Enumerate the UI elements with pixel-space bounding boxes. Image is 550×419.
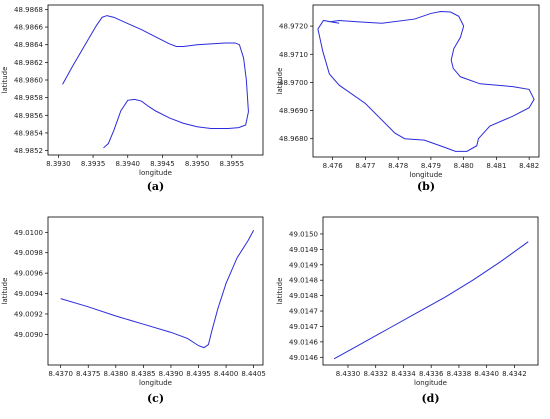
plot-frame-c: [47, 216, 264, 366]
x-tick-label-a-5: 8.3955: [220, 160, 245, 168]
y-tick-label-a-4: 48.9860: [14, 77, 43, 85]
x-tick-label-d-0: 8.4330: [336, 370, 361, 378]
x-tick-label-d-4: 8.4338: [447, 370, 472, 378]
y-tick-label-a-6: 48.9864: [14, 41, 43, 49]
x-tick-label-c-4: 8.4390: [159, 370, 184, 378]
y-tick-label-c-1: 49.0092: [14, 310, 43, 318]
y-tick-label-b-3: 48.9710: [279, 51, 308, 59]
y-tick-label-b-4: 48.9720: [279, 23, 308, 31]
y-tick-label-d-1: 49.0146: [289, 338, 318, 346]
trace-line-b: [317, 10, 535, 152]
x-axis-title-c: longitude: [139, 379, 172, 387]
plot-frame-a: [47, 4, 264, 156]
caption-d: (d): [421, 392, 439, 405]
x-tick-label-b-2: 8.478: [388, 162, 408, 170]
y-tick-label-d-5: 49.0148: [289, 277, 318, 285]
x-tick-label-c-0: 8.4370: [48, 370, 73, 378]
y-axis-title-d: latitude: [276, 278, 284, 305]
y-tick-label-b-1: 48.9690: [279, 107, 308, 115]
y-tick-label-a-8: 48.9868: [14, 6, 43, 14]
plot-frame-b: [312, 4, 540, 158]
x-tick-label-d-1: 8.4332: [363, 370, 388, 378]
chart-b: 8.476 8.477 8.478 8.479 8.480 8.481 8.482 48.96…: [276, 4, 540, 193]
y-tick-label-a-0: 48.9852: [14, 147, 43, 155]
y-tick-label-b-0: 48.9680: [279, 135, 308, 143]
x-tick-label-c-3: 8.4385: [131, 370, 156, 378]
caption-b: (b): [417, 180, 435, 193]
x-tick-label-d-2: 8.4334: [391, 370, 416, 378]
x-tick-label-d-6: 8.4342: [502, 370, 526, 378]
y-tick-label-d-2: 49.0147: [289, 323, 318, 331]
chart-c: 8.4370 8.4375 8.4380 8.4385 8.4390 8.4395 8.44…: [1, 216, 266, 405]
x-axis-title-a: longitude: [139, 169, 172, 177]
y-tick-label-a-2: 48.9856: [14, 112, 43, 120]
y-axis-title-a: latitude: [1, 67, 9, 94]
caption-a: (a): [147, 180, 165, 193]
y-tick-label-c-0: 49.0090: [14, 331, 43, 339]
y-tick-label-c-4: 49.0098: [14, 249, 43, 257]
y-tick-label-d-4: 49.0148: [289, 292, 318, 300]
x-tick-label-a-2: 8.3940: [116, 160, 141, 168]
y-tick-label-d-6: 49.0149: [289, 261, 318, 269]
x-tick-label-b-0: 8.476: [323, 162, 344, 170]
x-tick-label-b-1: 8.477: [355, 162, 375, 170]
panel-c: 8.4370 8.4375 8.4380 8.4385 8.4390 8.4395 8.44…: [0, 208, 275, 419]
x-tick-label-b-6: 8.482: [519, 162, 539, 170]
x-tick-label-d-5: 8.4340: [474, 370, 499, 378]
y-tick-label-a-3: 48.9858: [14, 94, 43, 102]
y-tick-label-a-1: 48.9854: [14, 129, 43, 137]
x-axis-title-d: longitude: [414, 379, 447, 387]
x-tick-label-d-3: 8.4336: [419, 370, 444, 378]
trace-line-c: [60, 230, 255, 349]
y-tick-label-b-2: 48.9700: [279, 79, 308, 87]
trace-line-a: [62, 15, 249, 149]
x-tick-label-a-0: 8.3930: [46, 160, 71, 168]
y-tick-label-d-0: 49.0146: [289, 354, 318, 362]
y-tick-label-d-7: 49.0149: [289, 246, 318, 254]
panel-d: 8.4330 8.4332 8.4334 8.4336 8.4338 8.4340 8.43…: [275, 208, 550, 419]
y-tick-label-c-5: 49.0100: [14, 229, 43, 237]
x-tick-label-a-1: 8.3935: [81, 160, 106, 168]
y-axis-title-c: latitude: [1, 278, 9, 305]
x-tick-label-b-3: 8.479: [421, 162, 441, 170]
panel-b: 8.476 8.477 8.478 8.479 8.480 8.481 8.482 48.96…: [275, 0, 550, 212]
x-tick-label-a-3: 8.3945: [150, 160, 175, 168]
trace-line-d: [333, 241, 529, 360]
x-tick-label-b-5: 8.481: [486, 162, 506, 170]
x-tick-label-c-6: 8.4400: [214, 370, 239, 378]
x-tick-label-a-4: 8.3950: [185, 160, 210, 168]
x-tick-label-c-7: 8.4405: [241, 370, 266, 378]
x-axis-title-b: longitude: [410, 171, 443, 179]
y-tick-label-a-7: 48.9866: [14, 24, 43, 32]
chart-d: 8.4330 8.4332 8.4334 8.4336 8.4338 8.4340 8.43…: [276, 216, 539, 405]
y-tick-label-d-3: 49.0147: [289, 308, 318, 316]
y-tick-label-c-3: 49.0096: [14, 270, 43, 278]
x-tick-label-c-2: 8.4380: [104, 370, 129, 378]
y-tick-label-a-5: 48.9862: [14, 59, 43, 67]
y-axis-title-b: latitude: [276, 68, 284, 95]
x-tick-label-c-1: 8.4375: [76, 370, 101, 378]
y-tick-label-c-2: 49.0094: [14, 290, 43, 298]
chart-a: 8.3930 8.3935 8.3940 8.3945 8.3950 8.3955 48.9…: [1, 4, 264, 193]
y-tick-label-d-8: 49.0150: [289, 230, 318, 238]
x-tick-label-c-5: 8.4395: [186, 370, 211, 378]
x-tick-label-b-4: 8.480: [454, 162, 474, 170]
plot-frame-d: [322, 216, 539, 366]
panel-a: 8.3930 8.3935 8.3940 8.3945 8.3950 8.3955 48.9…: [0, 0, 275, 212]
caption-c: (c): [147, 392, 164, 405]
